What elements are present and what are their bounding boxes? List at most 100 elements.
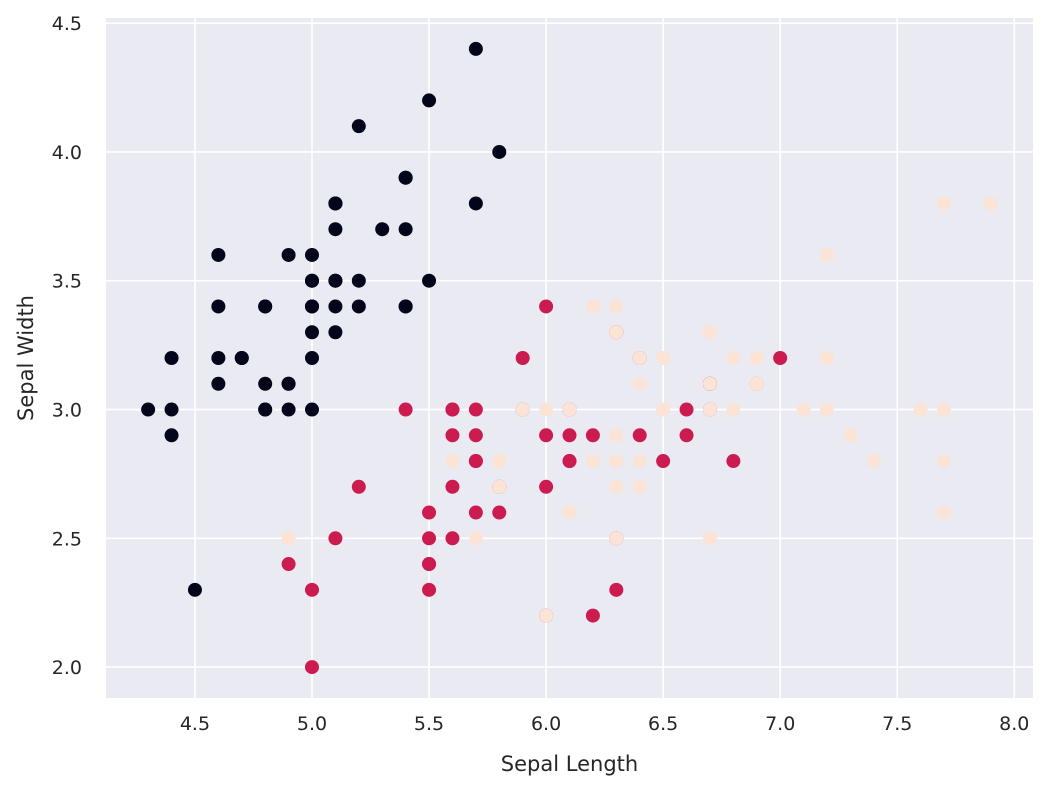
data-point bbox=[492, 479, 507, 494]
data-point bbox=[585, 454, 600, 469]
y-tick-label: 2.5 bbox=[52, 528, 82, 550]
data-point bbox=[445, 402, 460, 417]
data-point bbox=[632, 428, 647, 443]
data-point bbox=[305, 247, 319, 262]
data-point bbox=[375, 222, 390, 237]
data-point bbox=[562, 402, 577, 417]
data-point bbox=[468, 402, 483, 417]
data-point bbox=[328, 531, 343, 546]
data-point bbox=[585, 428, 600, 443]
data-point bbox=[445, 454, 460, 469]
data-point bbox=[632, 454, 647, 469]
data-point bbox=[398, 402, 413, 417]
data-point bbox=[281, 531, 296, 546]
data-points bbox=[141, 41, 998, 675]
data-point bbox=[609, 299, 624, 314]
data-point bbox=[468, 196, 483, 211]
data-point bbox=[539, 479, 554, 494]
x-tick-label: 7.5 bbox=[882, 713, 912, 735]
x-tick-labels: 4.5 5.0 5.5 6.0 6.5 7.0 7.5 8.0 bbox=[180, 713, 1030, 735]
data-point bbox=[328, 273, 343, 288]
data-point bbox=[702, 376, 717, 391]
x-axis-label: Sepal Length bbox=[501, 752, 638, 776]
y-tick-labels: 2.0 2.5 3.0 3.5 4.0 4.5 bbox=[52, 13, 82, 679]
data-point bbox=[234, 351, 249, 365]
x-tick-label: 6.0 bbox=[531, 713, 561, 735]
data-point bbox=[422, 582, 437, 597]
data-point bbox=[328, 196, 343, 211]
data-point bbox=[539, 299, 554, 314]
data-point bbox=[422, 505, 437, 520]
data-point bbox=[679, 402, 694, 417]
data-point bbox=[539, 402, 554, 417]
data-point bbox=[726, 454, 741, 469]
y-tick-label: 2.0 bbox=[52, 657, 82, 679]
data-point bbox=[609, 428, 624, 443]
data-point bbox=[585, 299, 600, 314]
data-point bbox=[702, 325, 717, 340]
data-point bbox=[609, 582, 624, 597]
data-point bbox=[585, 608, 600, 623]
y-tick-label: 3.0 bbox=[52, 400, 82, 422]
data-point bbox=[656, 351, 671, 365]
data-point bbox=[820, 402, 834, 417]
plot-area bbox=[106, 18, 1033, 698]
data-point bbox=[328, 222, 343, 237]
data-point bbox=[562, 428, 577, 443]
data-point bbox=[281, 557, 296, 572]
data-point bbox=[398, 170, 413, 185]
x-tick-label: 5.5 bbox=[414, 713, 444, 735]
data-point bbox=[562, 505, 577, 520]
data-point bbox=[820, 247, 834, 262]
data-point bbox=[562, 454, 577, 469]
data-point bbox=[445, 479, 460, 494]
data-point bbox=[398, 222, 413, 237]
data-point bbox=[305, 351, 319, 365]
data-point bbox=[749, 351, 764, 365]
data-point bbox=[328, 325, 343, 340]
data-point bbox=[539, 428, 554, 443]
data-point bbox=[351, 273, 366, 288]
data-point bbox=[328, 299, 343, 314]
data-point bbox=[468, 454, 483, 469]
data-point bbox=[515, 351, 530, 365]
data-point bbox=[468, 428, 483, 443]
data-point bbox=[422, 557, 437, 572]
data-point bbox=[632, 376, 647, 391]
data-point bbox=[796, 402, 811, 417]
data-point bbox=[609, 325, 624, 340]
data-point bbox=[492, 454, 507, 469]
data-point bbox=[609, 479, 624, 494]
data-point bbox=[468, 41, 483, 56]
data-point bbox=[468, 531, 483, 546]
x-tick-label: 6.5 bbox=[648, 713, 678, 735]
data-point bbox=[749, 376, 764, 391]
data-point bbox=[468, 505, 483, 520]
data-point bbox=[937, 505, 952, 520]
data-point bbox=[866, 454, 881, 469]
data-point bbox=[492, 505, 507, 520]
data-point bbox=[258, 376, 273, 391]
data-point bbox=[422, 273, 437, 288]
data-point bbox=[305, 660, 319, 675]
y-tick-label: 4.0 bbox=[52, 142, 82, 164]
data-point bbox=[305, 325, 319, 340]
data-point bbox=[351, 119, 366, 134]
data-point bbox=[305, 402, 319, 417]
data-point bbox=[211, 351, 226, 365]
data-point bbox=[820, 351, 834, 365]
data-point bbox=[937, 454, 952, 469]
data-point bbox=[422, 93, 437, 108]
y-axis-label: Sepal Width bbox=[14, 295, 38, 421]
data-point bbox=[843, 428, 858, 443]
data-point bbox=[305, 273, 319, 288]
x-tick-label: 5.0 bbox=[297, 713, 327, 735]
x-tick-label: 8.0 bbox=[999, 713, 1029, 735]
data-point bbox=[983, 196, 998, 211]
data-point bbox=[281, 247, 296, 262]
data-point bbox=[281, 402, 296, 417]
x-tick-label: 7.0 bbox=[765, 713, 795, 735]
data-point bbox=[679, 428, 694, 443]
data-point bbox=[445, 531, 460, 546]
